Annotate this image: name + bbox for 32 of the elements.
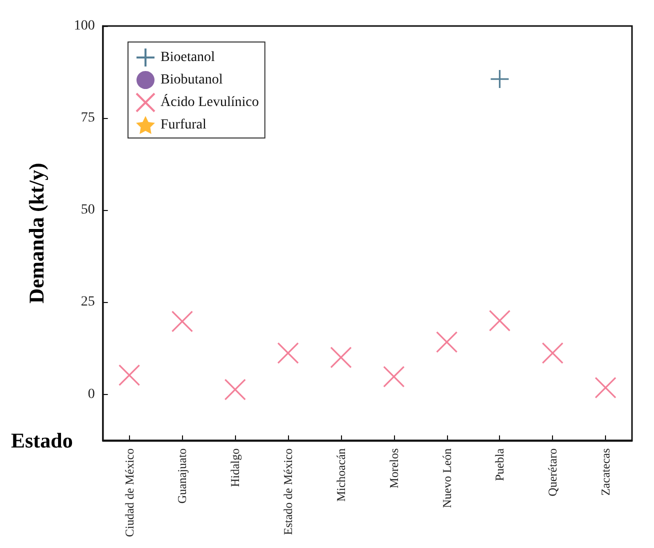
y-tick-label: 75 <box>80 110 95 126</box>
point <box>171 310 194 332</box>
point <box>490 69 510 89</box>
x-tick-label: Nuevo León <box>440 448 454 508</box>
point <box>118 364 140 386</box>
y-tick-label: 25 <box>80 294 95 310</box>
point <box>594 376 616 398</box>
point <box>542 342 564 364</box>
x-tick-label: Querétaro <box>546 448 560 496</box>
y-tick-label: 50 <box>80 202 95 218</box>
x-axis-title: Estado <box>10 428 73 452</box>
point <box>277 342 299 364</box>
legend-label: Bioetanol <box>160 50 216 65</box>
x-tick-label: Zacatecas <box>598 448 613 496</box>
x-tick-label: Puebla <box>492 448 507 482</box>
x-tick-label: Estado de México <box>281 448 296 536</box>
x-tick-label: Hidalgo <box>228 448 242 488</box>
y-axis-title: Demanda (kt/y) <box>24 162 48 304</box>
y-tick-label: 0 <box>88 386 95 402</box>
x-tick-label: Michoacán <box>334 448 348 502</box>
point <box>330 346 352 368</box>
x-tick-label: Guanajuato <box>175 448 190 504</box>
y-tick-label: 100 <box>74 18 95 34</box>
x-tick-label: Ciudad de México <box>122 448 136 538</box>
point <box>224 378 246 400</box>
x-tick-label: Morelos <box>386 448 401 488</box>
point <box>436 331 458 353</box>
legend-label: Furfural <box>160 118 206 132</box>
point <box>383 366 405 388</box>
point <box>488 310 511 332</box>
legend-label: Ácido Levulínico <box>160 93 259 110</box>
legend-label: Biobutanol <box>160 72 223 88</box>
